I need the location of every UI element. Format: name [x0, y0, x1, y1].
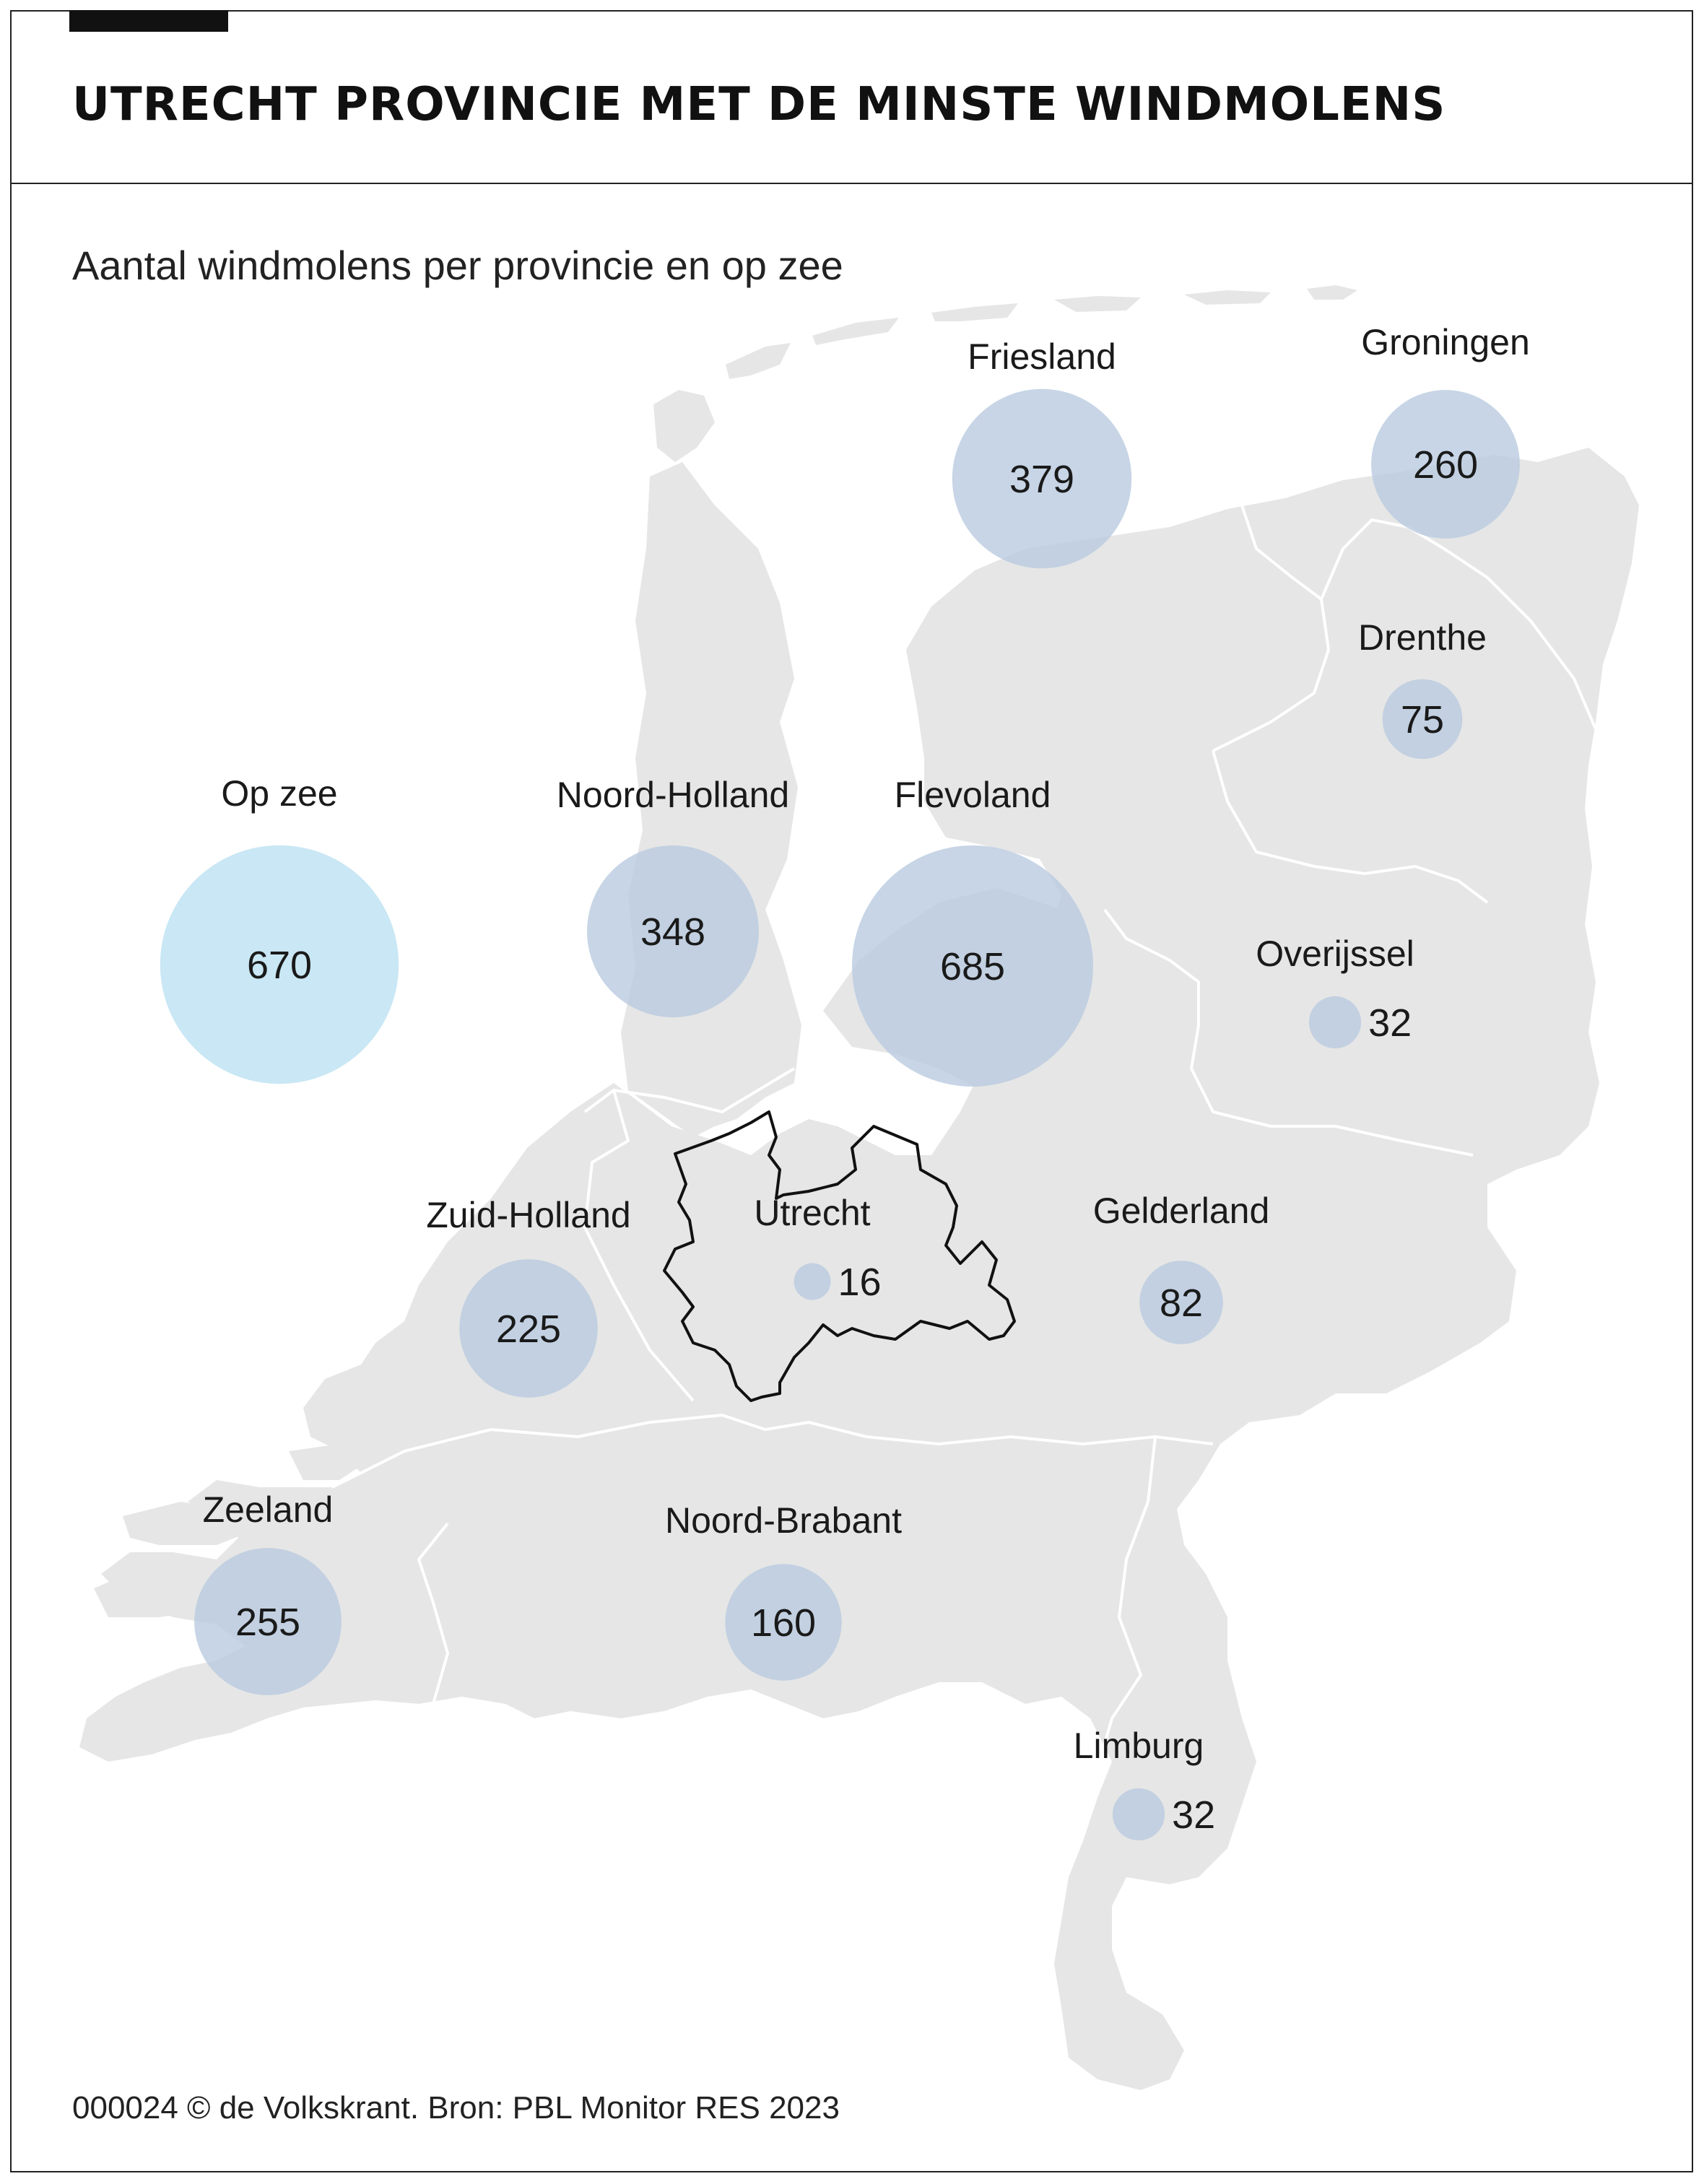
- bubble-flevoland: [852, 845, 1093, 1087]
- value-label-drenthe: 75: [1401, 698, 1444, 741]
- land-zeeland-islands: [94, 1444, 361, 1617]
- bubble-groningen: [1371, 390, 1520, 539]
- bubble-limburg: [1112, 1788, 1165, 1841]
- map-subtitle: Aantal windmolens per provincie en op ze…: [72, 243, 843, 288]
- bubbles-layer: [160, 388, 1520, 1841]
- border-friesland-groningen: [1240, 404, 1323, 601]
- border-zeeland-brabant: [417, 1522, 449, 1705]
- province-name-op-zee: Op zee: [221, 773, 337, 814]
- province-name-overijssel: Overijssel: [1256, 934, 1414, 974]
- value-label-zuid-holland: 225: [496, 1308, 561, 1351]
- border-overijssel-gelderland: [1103, 908, 1474, 1157]
- province-name-drenthe: Drenthe: [1358, 617, 1487, 658]
- province-borders: [331, 404, 1597, 1770]
- utrecht-outline: [663, 1110, 1016, 1402]
- border-rivers: [331, 1414, 1214, 1489]
- border-north-holland-south: [583, 1067, 796, 1113]
- bubble-zeeland: [194, 1548, 342, 1695]
- value-label-overijssel: 32: [1368, 1001, 1412, 1045]
- province-name-friesland: Friesland: [968, 336, 1116, 377]
- border-friesland-drenthe: [1212, 599, 1330, 752]
- bubble-friesland: [952, 388, 1132, 569]
- province-name-noord-brabant: Noord-Brabant: [665, 1500, 902, 1541]
- bubble-noord-brabant: [725, 1564, 842, 1681]
- bubble-utrecht: [794, 1263, 831, 1300]
- province-name-gelderland: Gelderland: [1093, 1191, 1270, 1231]
- value-label-op-zee: 670: [247, 944, 312, 987]
- province-name-utrecht: Utrecht: [754, 1193, 870, 1233]
- province-name-zeeland: Zeeland: [203, 1489, 334, 1530]
- value-label-noord-brabant: 160: [751, 1601, 816, 1645]
- province-name-flevoland: Flevoland: [895, 775, 1051, 815]
- value-label-zeeland: 255: [235, 1601, 300, 1644]
- border-overijssel-drenthe: [1212, 750, 1489, 904]
- value-label-limburg: 32: [1172, 1793, 1215, 1837]
- bubble-gelderland: [1139, 1261, 1223, 1344]
- labels-layer: Friesland 379 Groningen 260 Drenthe 75 Op zee 6…: [203, 322, 1530, 1837]
- header-divider: [10, 183, 1693, 184]
- bubble-overijssel: [1308, 996, 1362, 1049]
- province-name-noord-holland: Noord-Holland: [557, 775, 789, 815]
- land-mainland: [79, 448, 1639, 2090]
- land-layer: [79, 285, 1639, 2090]
- province-name-limburg: Limburg: [1074, 1726, 1204, 1766]
- province-name-groningen: Groningen: [1361, 322, 1530, 362]
- value-label-groningen: 260: [1413, 443, 1478, 487]
- value-label-gelderland: 82: [1160, 1282, 1203, 1325]
- page-title: UTRECHT PROVINCIE MET DE MINSTE WINDMOLE…: [72, 78, 1446, 131]
- value-label-friesland: 379: [1009, 458, 1074, 501]
- value-label-utrecht: 16: [838, 1261, 882, 1304]
- source-credit: 000024 © de Volkskrant. Bron: PBL Monito…: [72, 2090, 840, 2126]
- value-label-noord-holland: 348: [640, 910, 705, 954]
- bubble-zuid-holland: [459, 1259, 598, 1398]
- border-groningen-drenthe: [1320, 518, 1597, 730]
- border-brabant-limburg: [1096, 1436, 1157, 1770]
- value-label-flevoland: 685: [940, 945, 1005, 988]
- header-accent-bar: [69, 10, 228, 32]
- border-zuid-holland-utrecht: [583, 1089, 695, 1402]
- bubble-noord-holland: [587, 845, 759, 1017]
- bubble-drenthe: [1382, 679, 1463, 760]
- province-name-zuid-holland: Zuid-Holland: [426, 1195, 630, 1235]
- bubble-op-zee: [160, 845, 399, 1084]
